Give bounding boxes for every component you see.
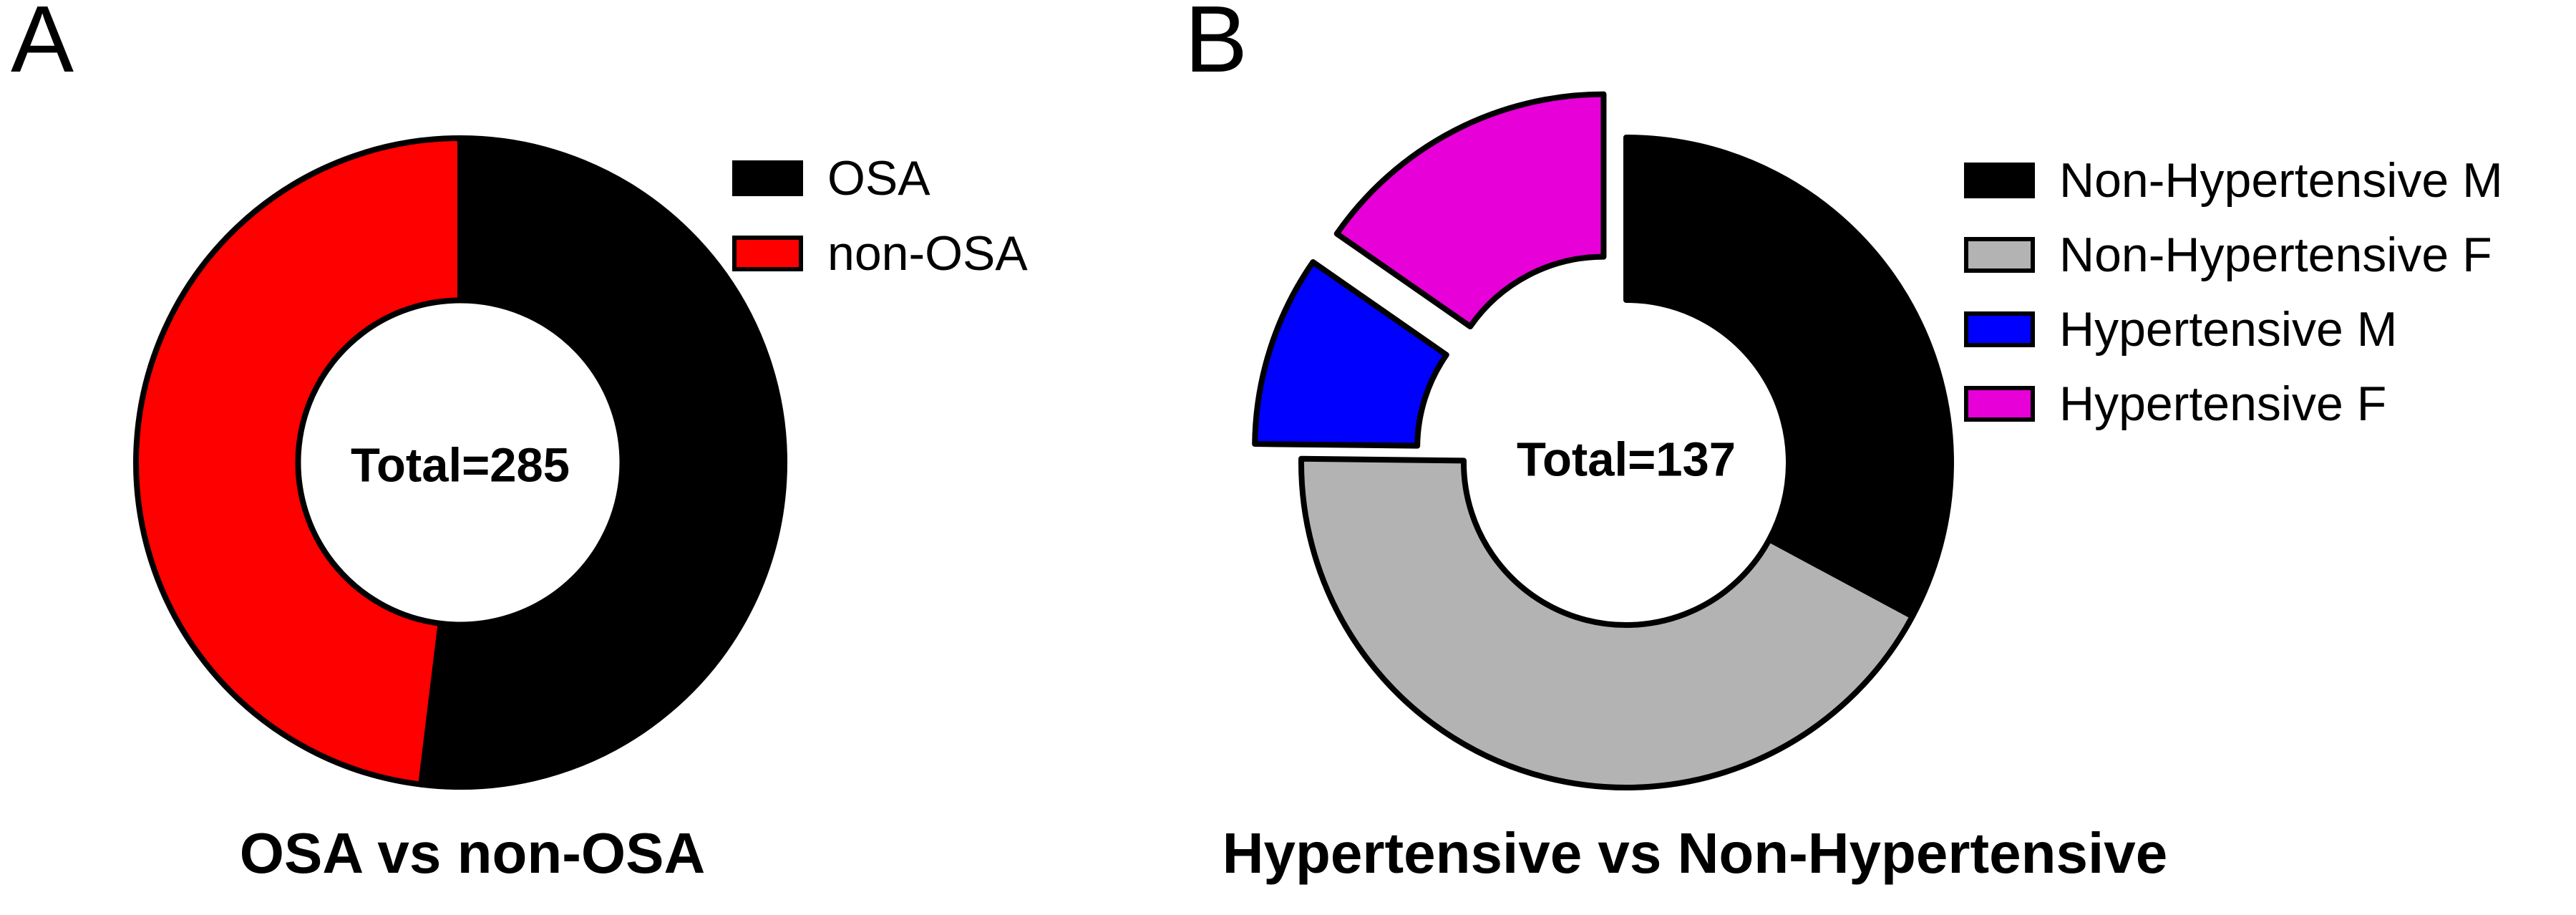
legend-label-osa: OSA bbox=[827, 151, 930, 205]
donut-center-total-a: Total=285 bbox=[351, 438, 570, 493]
legend-item-non-osa: non-OSA bbox=[732, 229, 1028, 278]
legend-item-hypertensive-m: Hypertensive M bbox=[1964, 305, 2503, 354]
legend-hypertensive: Non-Hypertensive M Non-Hypertensive F Hype… bbox=[1964, 156, 2503, 428]
donut-slice-hypertensive-m bbox=[1252, 259, 1449, 449]
legend-item-osa: OSA bbox=[732, 154, 1028, 203]
legend-label-non-osa: non-OSA bbox=[827, 226, 1028, 281]
legend-swatch-osa bbox=[732, 160, 803, 196]
legend-label-non-hypertensive-m: Non-Hypertensive M bbox=[2059, 153, 2503, 208]
donut-chart-hypertensive bbox=[1240, 76, 2013, 849]
donut-center-total-b: Total=137 bbox=[1517, 432, 1736, 487]
panel-label-b: B bbox=[1185, 0, 1248, 92]
donut-svg-osa-vs-non-osa bbox=[133, 135, 787, 790]
donut-slice-osa bbox=[418, 135, 787, 790]
legend-label-hypertensive-m: Hypertensive M bbox=[2059, 302, 2398, 357]
donut-slice-non-osa bbox=[133, 135, 463, 788]
donut-slice-non-hypertensive-m bbox=[1623, 135, 1954, 619]
legend-label-hypertensive-f: Hypertensive F bbox=[2059, 377, 2387, 431]
legend-item-non-hypertensive-m: Non-Hypertensive M bbox=[1964, 156, 2503, 205]
panel-label-a: A bbox=[11, 0, 74, 92]
legend-label-non-hypertensive-f: Non-Hypertensive F bbox=[2059, 228, 2492, 282]
legend-item-non-hypertensive-f: Non-Hypertensive F bbox=[1964, 231, 2503, 279]
donut-slice-non-hypertensive-f bbox=[1298, 455, 1915, 790]
legend-swatch-non-hypertensive-m bbox=[1964, 163, 2035, 198]
legend-swatch-hypertensive-m bbox=[1964, 311, 2035, 347]
donut-chart-osa bbox=[124, 126, 797, 799]
legend-swatch-non-hypertensive-f bbox=[1964, 237, 2035, 273]
donut-slice-hypertensive-f bbox=[1333, 91, 1607, 330]
legend-item-hypertensive-f: Hypertensive F bbox=[1964, 379, 2503, 428]
chart-title-osa: OSA vs non-OSA bbox=[239, 821, 706, 885]
chart-title-hypertensive: Hypertensive vs Non-Hypertensive bbox=[1222, 821, 2168, 885]
legend-osa: OSA non-OSA bbox=[732, 154, 1028, 278]
donut-svg-hypertensive-vs-non-hypertensive bbox=[1252, 91, 1954, 790]
legend-swatch-non-osa bbox=[732, 236, 803, 271]
legend-swatch-hypertensive-f bbox=[1964, 386, 2035, 422]
